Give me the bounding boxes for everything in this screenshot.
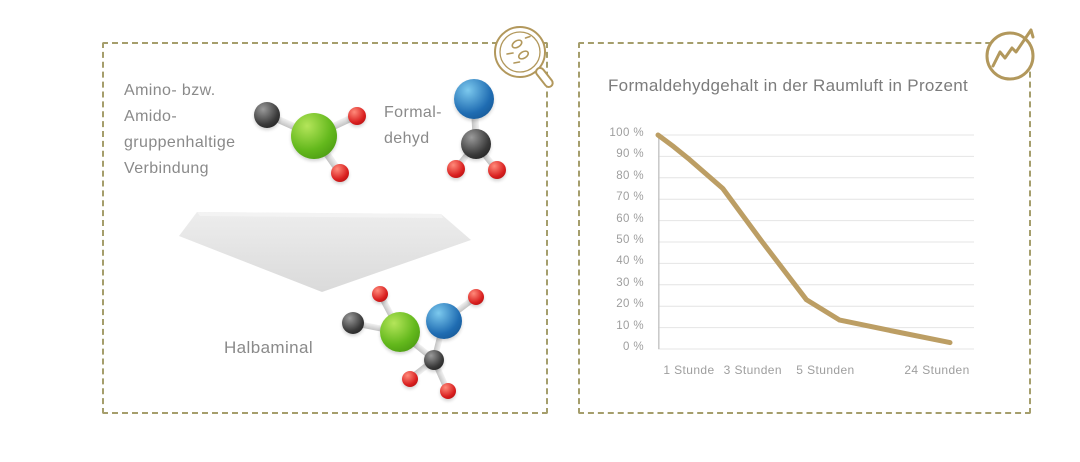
red-atom [402,371,418,387]
trend-line-circle-icon [984,26,1044,84]
chart-panel: Formaldehydgehalt in der Raumluft in Pro… [578,28,1035,414]
reaction-panel: Amino- bzw. Amido- gruppenhaltige Verbin… [102,26,554,414]
y-axis-label: 0 % [622,341,644,353]
blue-atom [426,303,462,339]
plot-area: 100 % 90 % 80 % 70 % 60 % 50 % 40 % 30 % 20 % 10 … [609,127,974,377]
y-axis-label: 40 % [616,255,644,268]
product-label: Halbaminal [224,338,314,357]
y-axis-label: 100 % [609,127,644,139]
y-axis-label: 60 % [616,212,644,225]
formaldehyde-label: Formal- dehyd [384,104,442,147]
x-axis-label: 24 Stunden [904,363,970,377]
green-atom [291,113,337,159]
reactant-label: Amino- bzw. Amido- gruppenhaltige Verbin… [124,82,236,177]
x-axis-label: 1 Stunde [663,363,715,377]
formaldehyde-curve [655,132,953,346]
y-axis-label: 90 % [616,148,644,161]
red-atom [348,107,366,125]
red-atom [468,289,484,305]
black-atom [424,350,444,370]
black-atom [461,129,491,159]
red-atom [440,383,456,399]
x-axis-label: 5 Stunden [796,363,855,377]
magnifier-molecules-icon [492,24,556,96]
y-axis-label: 50 % [616,234,644,246]
y-axis-label: 10 % [616,319,644,332]
y-axis-label: 20 % [616,298,644,311]
blue-atom [454,79,494,119]
black-atom [254,102,280,128]
red-atom [488,161,506,179]
reaction-down-arrow [179,210,479,298]
black-atom [342,312,364,334]
chart-title: Formaldehydgehalt in der Raumluft in Pro… [608,76,968,95]
red-atom [447,160,465,178]
red-atom [372,286,388,302]
y-axis-label: 70 % [616,191,644,204]
y-axis-label: 30 % [616,276,644,289]
y-axis-label: 80 % [616,169,644,182]
green-atom [380,312,420,352]
x-axis-label: 3 Stunden [723,363,782,377]
red-atom [331,164,349,182]
line-chart [655,132,974,350]
